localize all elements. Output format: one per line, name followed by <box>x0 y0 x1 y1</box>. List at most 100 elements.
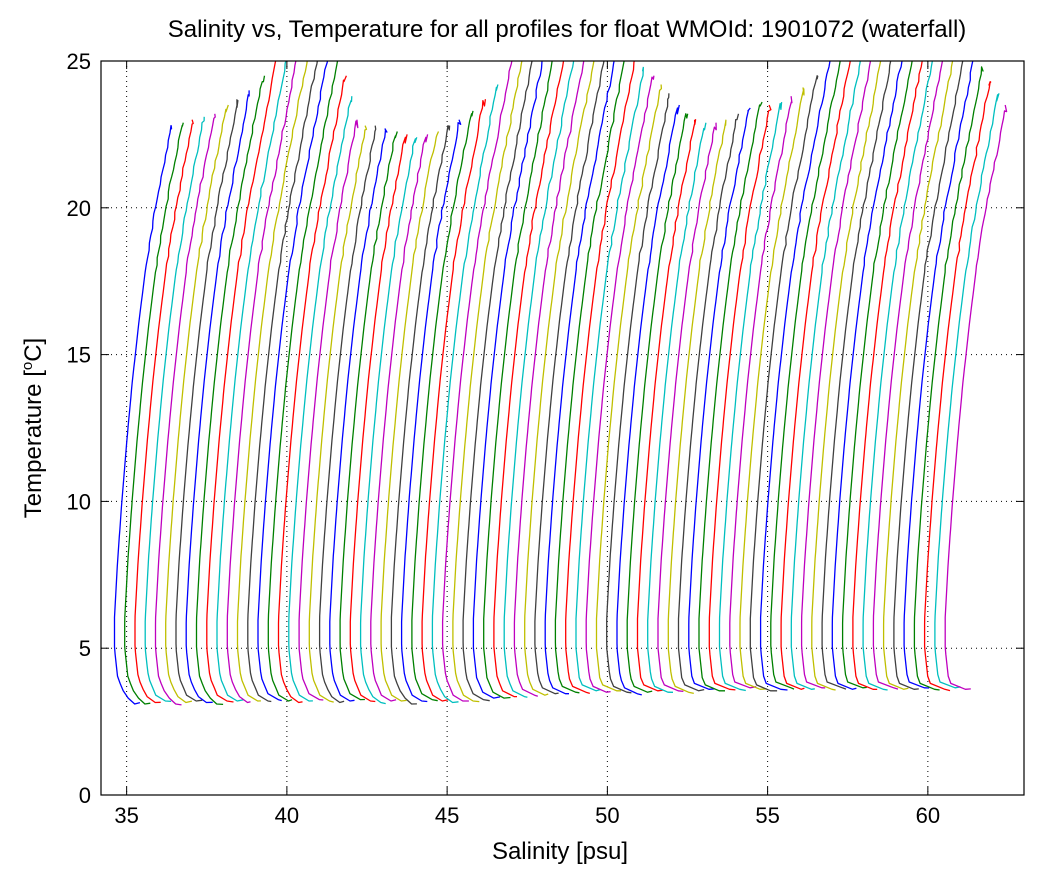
profile-line <box>872 61 944 690</box>
profile-line <box>882 61 954 690</box>
x-tick-label: 60 <box>916 803 940 828</box>
profile-line <box>729 96 793 689</box>
y-axis-label-suffix: C] <box>20 338 47 362</box>
profile-line <box>339 131 398 701</box>
profile-line <box>688 107 751 690</box>
x-tick-label: 55 <box>755 803 779 828</box>
profile-line <box>462 61 533 702</box>
y-tick-label: 20 <box>67 196 91 221</box>
profile-line <box>113 124 173 705</box>
profile-line <box>575 66 645 692</box>
profile-line <box>636 119 697 692</box>
profile-line <box>349 134 408 703</box>
profile-line <box>903 61 974 689</box>
profile-line <box>483 61 553 699</box>
profile-line <box>298 119 359 701</box>
profile-line <box>647 122 707 693</box>
y-tick-label: 0 <box>79 783 91 808</box>
x-axis-label: Salinity [psu] <box>492 838 628 865</box>
profile-line <box>811 61 882 691</box>
profile-line <box>206 61 277 703</box>
profile-line <box>329 128 388 702</box>
profile-line <box>759 61 831 691</box>
plot-area: 35 40 45 50 55 60 0 5 10 15 20 25 <box>67 49 1025 828</box>
x-tick-label: 45 <box>435 803 459 828</box>
profile-line <box>585 75 655 693</box>
profile-line <box>257 61 329 702</box>
profile-line <box>667 119 727 695</box>
profile-line <box>831 61 903 690</box>
profile-line <box>390 124 451 705</box>
profile-line <box>144 116 205 703</box>
profile-line <box>698 101 763 692</box>
profile-line <box>677 113 740 692</box>
x-tick-label: 40 <box>275 803 299 828</box>
profile-line <box>236 61 308 702</box>
profile-line <box>893 61 964 690</box>
axes-frame <box>100 60 1025 796</box>
profile-line <box>195 75 266 706</box>
profile-line <box>770 61 841 690</box>
axis-ticks: 35 40 45 50 55 60 0 5 10 15 20 25 <box>67 49 1024 828</box>
profile-line <box>134 119 194 704</box>
profile-line <box>852 61 923 691</box>
profile-line <box>370 134 429 702</box>
profile-line <box>708 104 772 691</box>
profile-line <box>165 104 229 704</box>
plot-background <box>101 61 1024 795</box>
y-axis-label: Temperature [oC] <box>19 338 47 518</box>
profile-line <box>595 84 663 692</box>
profile-line <box>657 122 717 693</box>
profile-line <box>267 61 339 702</box>
axes-box <box>100 60 1025 796</box>
profile-line <box>913 66 984 691</box>
profile-series <box>113 61 1008 706</box>
profile-line <box>790 61 862 690</box>
profile-line <box>718 102 783 692</box>
profile-line <box>841 61 913 689</box>
profile-line <box>554 61 625 694</box>
y-tick-label: 25 <box>67 49 91 74</box>
profile-line <box>626 113 689 693</box>
profile-line <box>739 87 805 690</box>
profile-line <box>934 93 1000 689</box>
profile-line <box>288 96 353 702</box>
profile-line <box>318 125 377 704</box>
profile-line <box>441 61 513 702</box>
profile-line <box>421 99 487 702</box>
profile-line <box>124 122 184 705</box>
chart-title: Salinity vs, Temperature for all profile… <box>168 16 967 43</box>
y-tick-label: 15 <box>67 343 91 368</box>
profile-line <box>800 61 872 689</box>
profile-line <box>216 61 287 702</box>
profile-line <box>308 125 368 703</box>
profile-line <box>565 61 635 695</box>
profile-line <box>411 110 474 702</box>
profile-line <box>749 75 819 692</box>
profile-line <box>821 61 892 690</box>
profile-line <box>359 137 418 705</box>
profile-line <box>185 90 250 704</box>
y-axis-label-prefix: Temperature [ <box>20 370 47 518</box>
profile-line <box>544 61 615 695</box>
y-tick-label: 10 <box>67 489 91 514</box>
profile-line <box>175 99 239 702</box>
profile-line <box>493 61 565 698</box>
x-tick-label: 50 <box>595 803 619 828</box>
profile-line <box>400 119 462 703</box>
profile-line <box>154 113 216 706</box>
profile-line <box>616 104 680 696</box>
x-tick-label: 35 <box>114 803 138 828</box>
profile-line <box>247 61 319 703</box>
profile-line <box>524 61 595 696</box>
profile-line <box>944 104 1008 690</box>
profile-line <box>452 61 523 703</box>
profile-line <box>472 61 543 699</box>
y-tick-label: 5 <box>79 636 91 661</box>
profile-line <box>923 80 992 692</box>
profile-line <box>380 131 440 702</box>
profile-line <box>277 75 348 704</box>
profile-line <box>226 61 297 704</box>
profile-line <box>534 61 605 695</box>
